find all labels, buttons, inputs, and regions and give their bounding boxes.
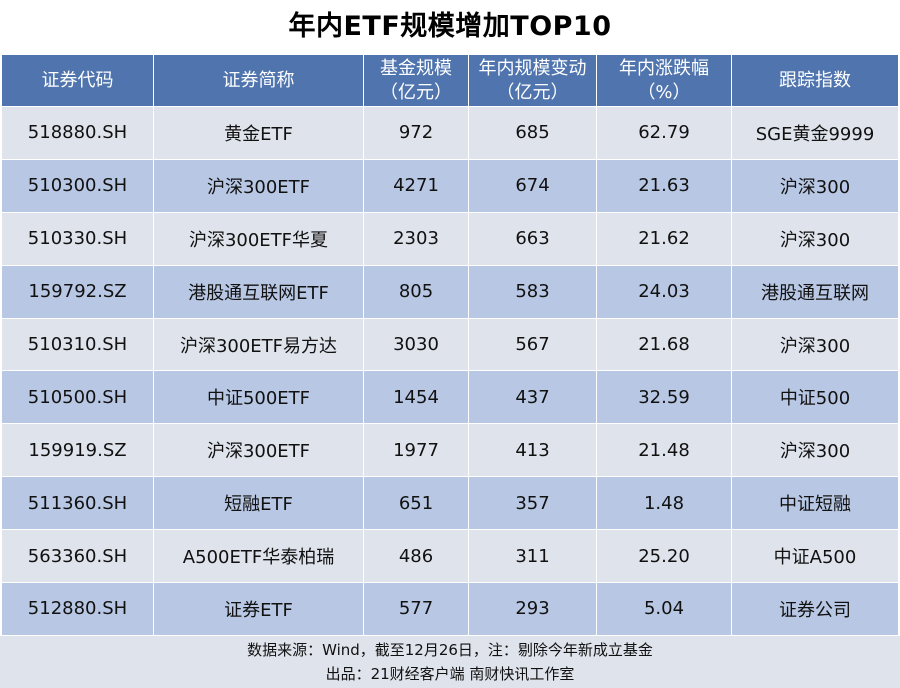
table-cell: 510330.SH [1, 211, 154, 266]
column-header-label: 基金规模 [380, 57, 452, 79]
table-row: 563360.SH A500ETF华泰柏瑞 486 311 25.20 中证A500 [1, 529, 899, 584]
table-cell: 510300.SH [1, 158, 154, 213]
table-row: 510500.SH 中证500ETF 1454 437 32.59 中证500 [1, 370, 899, 425]
table-row: 510310.SH 沪深300ETF易方达 3030 567 21.68 沪深300 [1, 317, 899, 372]
table-cell: 沪深300 [731, 211, 899, 266]
table-header: 证券代码 证券简称 基金规模 （亿元） 年内规模变动 （亿元） 年内涨跌幅 （%） 跟踪指数 [1, 54, 899, 107]
column-header: 年内涨跌幅 （%） [596, 54, 732, 107]
table-cell: 2303 [363, 211, 469, 266]
column-header-label: 跟踪指数 [779, 69, 851, 91]
chart-title: 年内ETF规模增加TOP10 [288, 11, 612, 42]
table-cell: 674 [468, 158, 597, 213]
table-cell: 沪深300ETF易方达 [153, 317, 364, 372]
table-cell: SGE黄金9999 [731, 106, 899, 160]
table-cell: 沪深300 [731, 423, 899, 478]
table-cell: 21.63 [596, 158, 732, 213]
table-cell: 577 [363, 582, 469, 636]
column-header-unit: （亿元） [380, 81, 452, 103]
table-body: 518880.SH 黄金ETF 972 685 62.79 SGE黄金9999 510300… [1, 106, 899, 636]
table-cell: 中证500ETF [153, 370, 364, 425]
table-row: 510300.SH 沪深300ETF 4271 674 21.63 沪深300 [1, 158, 899, 213]
table-cell: 1.48 [596, 476, 732, 531]
credit-note: 出品：21财经客户端 南财快讯工作室 [325, 665, 575, 683]
table-cell: 511360.SH [1, 476, 154, 531]
table-cell: 1977 [363, 423, 469, 478]
table-cell: 证券ETF [153, 582, 364, 636]
table-cell: 62.79 [596, 106, 732, 160]
table-cell: 中证500 [731, 370, 899, 425]
table-cell: 黄金ETF [153, 106, 364, 160]
table-cell: 510310.SH [1, 317, 154, 372]
table-cell: 159792.SZ [1, 264, 154, 319]
table-cell: 证券公司 [731, 582, 899, 636]
table-cell: 24.03 [596, 264, 732, 319]
table-cell: 518880.SH [1, 106, 154, 160]
etf-table: 证券代码 证券简称 基金规模 （亿元） 年内规模变动 （亿元） 年内涨跌幅 （%） 跟踪指数 5… [1, 54, 899, 636]
table-cell: 沪深300ETF华夏 [153, 211, 364, 266]
table-row: 518880.SH 黄金ETF 972 685 62.79 SGE黄金9999 [1, 106, 899, 160]
table-cell: 21.48 [596, 423, 732, 478]
table-row: 159792.SZ 港股通互联网ETF 805 583 24.03 港股通互联网 [1, 264, 899, 319]
table-cell: 437 [468, 370, 597, 425]
table-cell: 短融ETF [153, 476, 364, 531]
table-cell: A500ETF华泰柏瑞 [153, 529, 364, 584]
table-cell: 159919.SZ [1, 423, 154, 478]
column-header-label: 年内规模变动 [478, 57, 587, 79]
table-cell: 21.62 [596, 211, 732, 266]
table-cell: 沪深300 [731, 317, 899, 372]
table-cell: 357 [468, 476, 597, 531]
table-cell: 32.59 [596, 370, 732, 425]
footer-note: 数据来源：Wind，截至12月26日，注：剔除今年新成立基金 出品：21财经客户… [0, 636, 900, 688]
table-cell: 486 [363, 529, 469, 584]
table-cell: 663 [468, 211, 597, 266]
source-note: 数据来源：Wind，截至12月26日，注：剔除今年新成立基金 [247, 641, 653, 659]
table-cell: 510500.SH [1, 370, 154, 425]
table-cell: 563360.SH [1, 529, 154, 584]
table-row: 159919.SZ 沪深300ETF 1977 413 21.48 沪深300 [1, 423, 899, 478]
table-cell: 413 [468, 423, 597, 478]
table-cell: 805 [363, 264, 469, 319]
table-cell: 651 [363, 476, 469, 531]
table-cell: 港股通互联网 [731, 264, 899, 319]
column-header-label: 证券简称 [222, 69, 295, 91]
table-cell: 512880.SH [1, 582, 154, 636]
column-header: 年内规模变动 （亿元） [468, 54, 597, 107]
table-cell: 4271 [363, 158, 469, 213]
table-cell: 港股通互联网ETF [153, 264, 364, 319]
table-row: 512880.SH 证券ETF 577 293 5.04 证券公司 [1, 582, 899, 636]
table-cell: 293 [468, 582, 597, 636]
table-cell: 沪深300ETF [153, 158, 364, 213]
table-cell: 583 [468, 264, 597, 319]
column-header: 跟踪指数 [731, 54, 899, 107]
table-cell: 311 [468, 529, 597, 584]
column-header-label: 证券代码 [41, 69, 114, 91]
table-cell: 685 [468, 106, 597, 160]
table-cell: 中证A500 [731, 529, 899, 584]
table-cell: 5.04 [596, 582, 732, 636]
table-cell: 沪深300ETF [153, 423, 364, 478]
table-row: 510330.SH 沪深300ETF华夏 2303 663 21.62 沪深300 [1, 211, 899, 266]
table-cell: 972 [363, 106, 469, 160]
column-header-label: 年内涨跌幅 [619, 57, 709, 79]
table-cell: 21.68 [596, 317, 732, 372]
table-cell: 中证短融 [731, 476, 899, 531]
column-header-unit: （%） [637, 81, 691, 103]
table-cell: 沪深300 [731, 158, 899, 213]
column-header-unit: （亿元） [496, 81, 569, 103]
column-header: 基金规模 （亿元） [363, 54, 469, 107]
column-header: 证券代码 [1, 54, 154, 107]
column-header: 证券简称 [153, 54, 364, 107]
table-cell: 567 [468, 317, 597, 372]
table-row: 511360.SH 短融ETF 651 357 1.48 中证短融 [1, 476, 899, 531]
table-cell: 1454 [363, 370, 469, 425]
table-cell: 3030 [363, 317, 469, 372]
table-cell: 25.20 [596, 529, 732, 584]
header-row: 证券代码 证券简称 基金规模 （亿元） 年内规模变动 （亿元） 年内涨跌幅 （%） 跟踪指数 [1, 54, 899, 107]
